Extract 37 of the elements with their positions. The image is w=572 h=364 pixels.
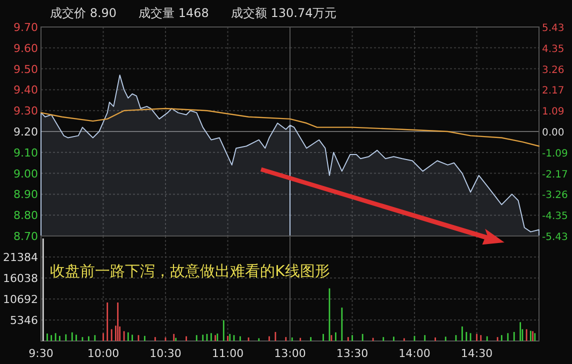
y-tick-label: 16038	[3, 272, 38, 285]
y-tick-label: 9.00	[14, 167, 38, 180]
y-tick-label: 9.40	[14, 84, 38, 97]
text: 成交额 130.74万元	[230, 6, 337, 20]
y-tick-label: 9.60	[14, 42, 38, 55]
y-tick-label: 9.20	[14, 126, 38, 138]
text: 成交量 1468	[138, 6, 209, 20]
y-tick-label: 8.80	[14, 209, 38, 222]
y2-tick-label: -1.09	[542, 148, 568, 160]
y-tick-label: 9.50	[14, 62, 38, 76]
y-tick-label: 9.10	[14, 146, 38, 160]
x-tick-label: 11:00	[212, 347, 244, 360]
x-tick-label: 10:30	[150, 347, 182, 360]
x-tick-label: 14:00	[398, 347, 430, 360]
y2-tick-label: 2.17	[542, 86, 564, 97]
x-tick-label: 9:30	[28, 347, 54, 360]
y-tick-label: 8.70	[14, 230, 38, 243]
text: 成交价 8.90	[50, 6, 117, 20]
y2-tick-label: 0.00	[542, 128, 564, 138]
y-tick-label: 5346	[10, 314, 38, 327]
y-tick-label: 9.30	[14, 104, 38, 118]
y-tick-label: 21384	[3, 251, 38, 264]
y-tick-label: 8.90	[14, 188, 38, 202]
y2-tick-label: -5.43	[542, 232, 568, 243]
y2-tick-label: 5.43	[542, 23, 564, 34]
y2-tick-label: 4.35	[542, 44, 564, 55]
y2-tick-label: -2.17	[542, 169, 568, 180]
x-tick-label: 14:30	[460, 347, 493, 360]
y2-tick-label: -4.35	[542, 211, 568, 222]
x-tick-label: 13:30	[336, 347, 368, 360]
y2-tick-label: 3.26	[542, 64, 564, 76]
x-tick-label: 13:00	[274, 347, 306, 360]
x-tick-label: 10:00	[87, 347, 120, 360]
y2-tick-label: 1.09	[542, 106, 564, 118]
y-tick-label: 9.70	[14, 21, 38, 34]
y2-tick-label: -3.26	[542, 190, 568, 202]
y-tick-label: 10692	[3, 293, 38, 306]
